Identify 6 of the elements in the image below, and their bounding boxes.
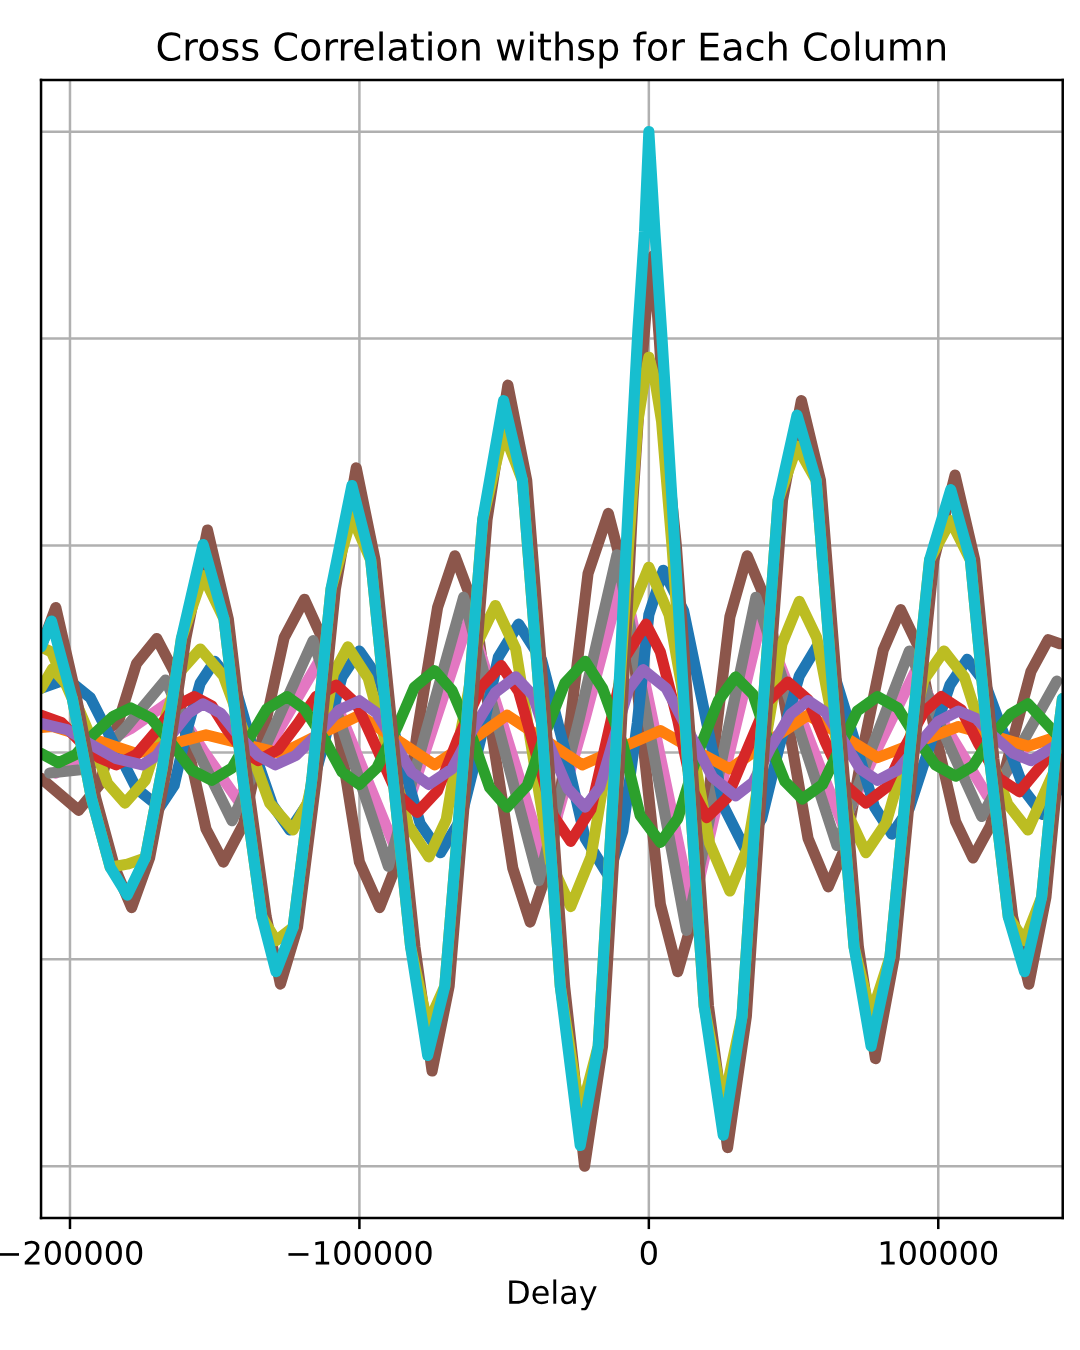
- x-tick-label: −200000: [0, 1240, 143, 1265]
- x-tick-label: −100000: [288, 1240, 432, 1265]
- x-axis-title: Delay: [509, 1279, 597, 1311]
- x-tick-label: 100000: [880, 1240, 998, 1265]
- chart-title: Cross Correlation withsp for Each Column: [157, 31, 945, 69]
- x-tick-label: 0: [640, 1240, 657, 1265]
